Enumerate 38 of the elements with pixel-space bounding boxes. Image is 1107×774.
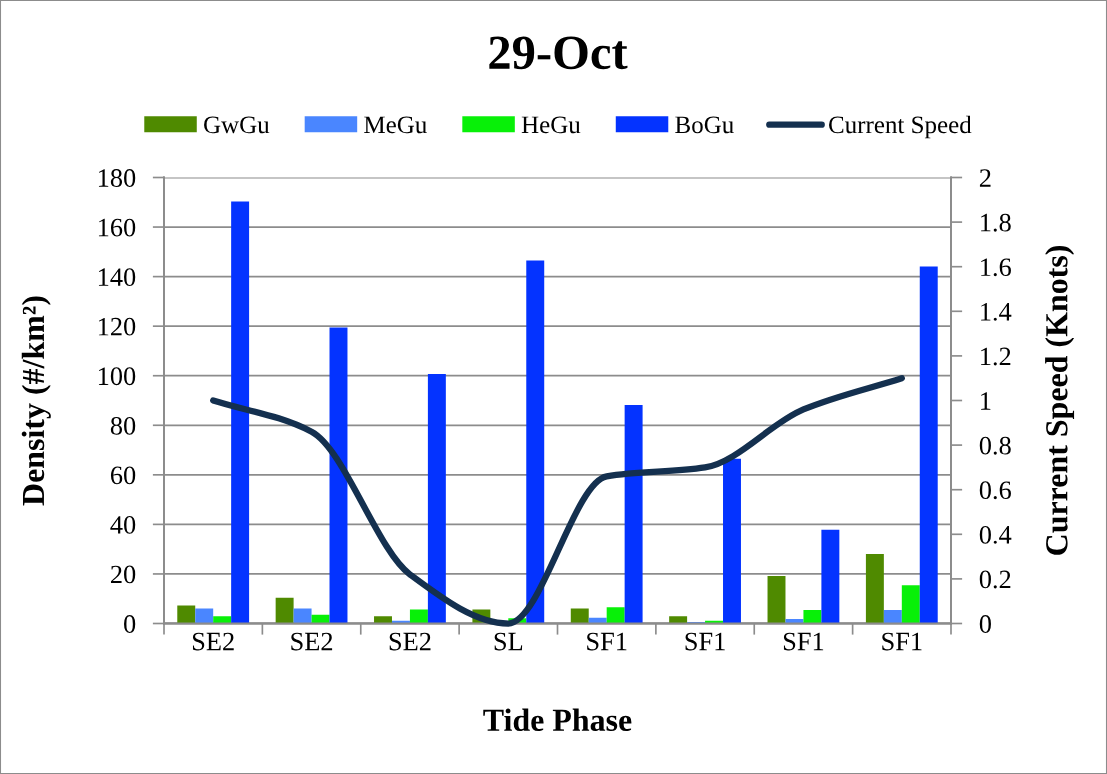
y2-tick-label: 0.2 [979, 570, 1011, 589]
x-tick-label: SF1 [783, 632, 824, 651]
y-tick-label: 120 [98, 317, 136, 336]
y2-tick-label: 1.6 [981, 258, 1011, 277]
y2-tick-label: 1 [981, 392, 991, 410]
y-tick-label: 80 [110, 416, 136, 435]
legend-label: MeGu [364, 116, 427, 134]
y-tick-label: 160 [98, 218, 136, 237]
x-tick-label: SE2 [389, 632, 431, 651]
chart-title: 29-Oct [489, 36, 628, 70]
y2-axis-title: Current Speed (Knots) [1045, 246, 1075, 555]
y-tick-label: 20 [110, 565, 136, 584]
legend-label: Current Speed [829, 115, 972, 139]
x-tick-label: SE2 [192, 632, 234, 651]
y-tick-label: 40 [110, 516, 136, 534]
x-tick-label: SF1 [685, 632, 725, 651]
legend-label: HeGu [521, 116, 581, 134]
y-axis-title: Density (#/km²) [21, 296, 51, 506]
y2-tick-label: 0.8 [979, 436, 1011, 455]
y-tick-label: 100 [98, 367, 136, 386]
legend-label: GwGu [204, 116, 270, 134]
y2-tick-label: 1.4 [981, 303, 1012, 321]
y2-tick-label: 1.8 [981, 213, 1011, 232]
y2-tick-label: 0.6 [979, 481, 1011, 500]
y-tick-label: 0 [124, 615, 136, 633]
x-tick-label: SE2 [291, 632, 333, 651]
y-tick-label: 180 [98, 169, 136, 187]
y2-tick-label: 1.2 [981, 347, 1011, 366]
legend-label: BoGu [675, 116, 734, 134]
x-axis-title: Tide Phase [483, 708, 632, 732]
x-tick-label: SL [494, 632, 523, 651]
y2-tick-label: 0.4 [979, 525, 1012, 544]
y2-tick-label: 2 [979, 169, 991, 187]
y-tick-label: 140 [98, 268, 136, 287]
y-tick-label: 60 [110, 466, 136, 485]
y2-tick-label: 0 [979, 615, 991, 633]
x-tick-label: SF1 [587, 632, 627, 651]
x-tick-label: SF1 [882, 632, 922, 651]
